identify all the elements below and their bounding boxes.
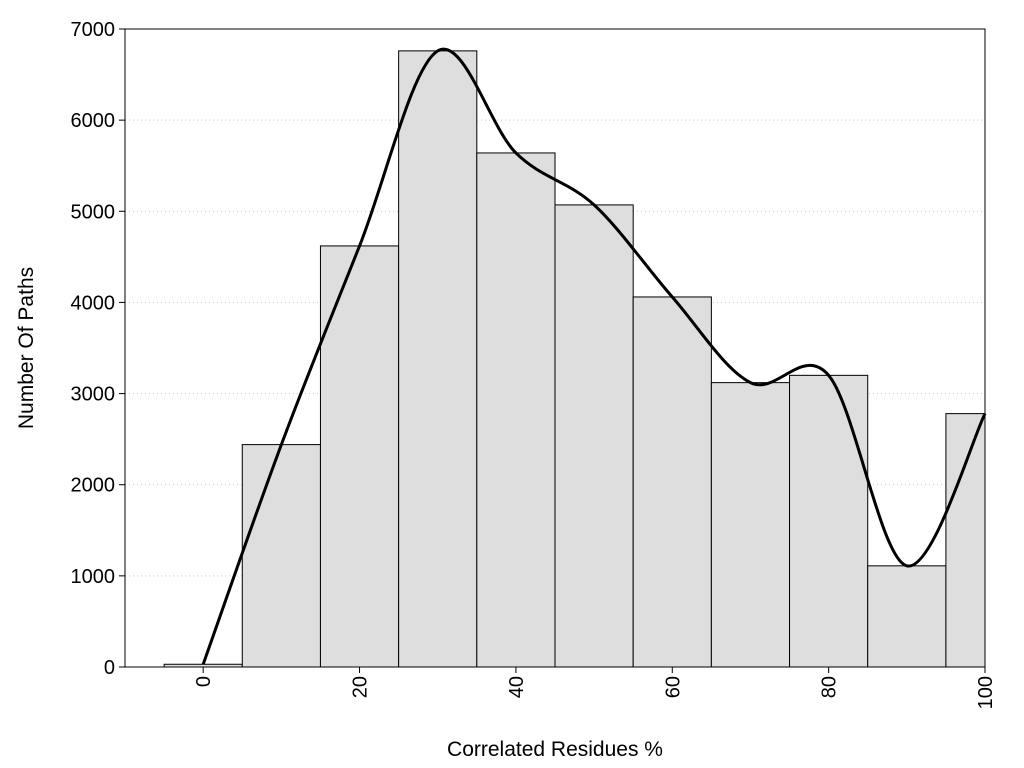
smooth-line-layer bbox=[201, 47, 987, 665]
histogram-bar bbox=[789, 374, 869, 668]
histogram-bar bbox=[476, 152, 556, 668]
x-axis-title: Correlated Residues % bbox=[447, 738, 663, 761]
smooth-trend-line bbox=[201, 47, 987, 665]
x-tick-label: 60 bbox=[662, 676, 684, 698]
x-tick-label: 20 bbox=[350, 676, 372, 698]
y-tick-label: 2000 bbox=[71, 475, 116, 497]
y-tick-label: 3000 bbox=[71, 384, 116, 406]
histogram-bar bbox=[867, 565, 947, 668]
y-tick-label: 5000 bbox=[71, 201, 116, 223]
bars bbox=[163, 50, 986, 668]
y-axis-title: Number Of Paths bbox=[15, 267, 38, 429]
x-tick-label: 100 bbox=[975, 676, 997, 709]
histogram-bar bbox=[241, 444, 321, 668]
y-tick-label: 0 bbox=[104, 657, 115, 679]
histogram-bar bbox=[554, 204, 634, 668]
y-axis-ticks: 0 1000 2000 3000 4000 5000 6000 7000 bbox=[71, 19, 125, 679]
histogram-bar bbox=[319, 245, 400, 668]
x-tick-label: 0 bbox=[193, 676, 215, 687]
y-tick-label: 7000 bbox=[71, 19, 116, 41]
histogram-bar bbox=[632, 296, 712, 668]
y-tick-label: 1000 bbox=[71, 566, 116, 588]
y-tick-label: 6000 bbox=[71, 110, 116, 132]
x-tick-label: 40 bbox=[506, 676, 528, 698]
plot-frame bbox=[124, 28, 986, 668]
histogram-bar bbox=[398, 50, 478, 668]
x-axis-ticks: 0 20 40 60 80 100 bbox=[193, 667, 997, 709]
x-tick-label: 80 bbox=[819, 676, 841, 698]
histogram-bar bbox=[710, 382, 791, 668]
histogram-bar bbox=[945, 413, 986, 668]
y-tick-label: 4000 bbox=[71, 292, 116, 314]
